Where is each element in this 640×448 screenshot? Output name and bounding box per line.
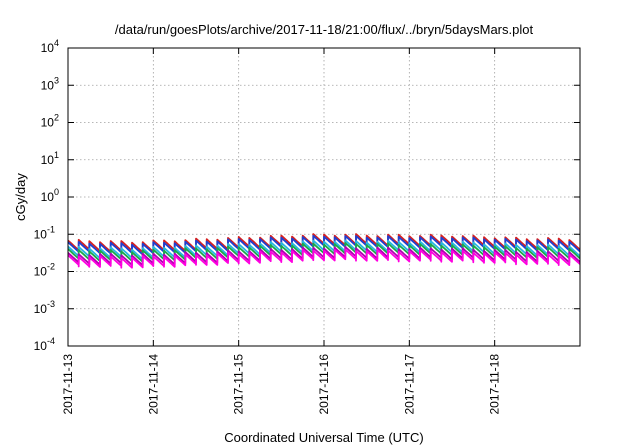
x-tick-label: 2017-11-14	[146, 354, 160, 415]
chart-title: /data/run/goesPlots/archive/2017-11-18/2…	[115, 22, 534, 37]
x-axis: 2017-11-13 2017-11-14 2017-11-15 2017-11-16…	[61, 48, 502, 415]
grid	[68, 48, 580, 346]
y-axis: 10-4 10-3 10-2 10-1 100 101 102 103 104	[34, 38, 580, 353]
y-tick-label: 10-1	[34, 224, 55, 241]
series-line	[67, 248, 581, 269]
x-tick-label: 2017-11-16	[317, 354, 331, 415]
y-tick-label: 102	[41, 113, 59, 130]
y-tick-label: 104	[41, 38, 59, 55]
x-tick-label: 2017-11-18	[488, 354, 502, 415]
x-tick-label: 2017-11-15	[232, 354, 246, 415]
y-axis-label: cGy/day	[13, 173, 28, 221]
y-tick-label: 100	[41, 187, 59, 204]
x-tick-label: 2017-11-17	[402, 354, 416, 415]
y-tick-label: 10-3	[34, 299, 55, 316]
x-tick-label: 2017-11-13	[61, 354, 75, 415]
y-tick-label: 103	[41, 75, 59, 92]
y-tick-label: 101	[41, 150, 59, 167]
y-tick-label: 10-2	[34, 262, 55, 279]
x-axis-label: Coordinated Universal Time (UTC)	[224, 430, 423, 445]
series-layer	[67, 233, 581, 269]
y-tick-label: 10-4	[34, 336, 55, 353]
